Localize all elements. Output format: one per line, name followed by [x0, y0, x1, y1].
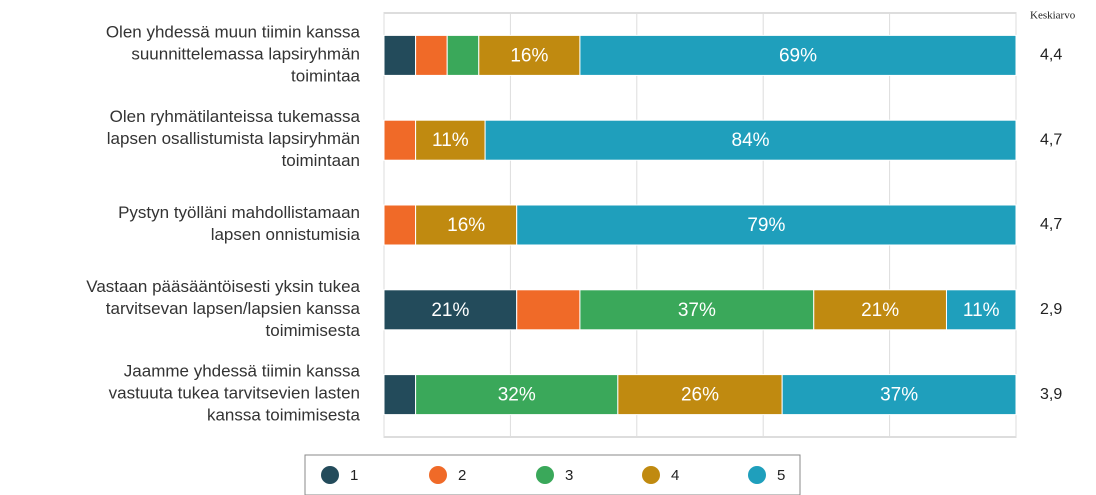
- data-label: 79%: [747, 215, 785, 236]
- mean-value: 4,7: [1040, 216, 1062, 233]
- bar-segment: [383, 204, 417, 246]
- data-label: 16%: [447, 215, 485, 236]
- mean-value: 4,4: [1040, 47, 1062, 64]
- mean-title: Keskiarvo: [1030, 10, 1076, 22]
- bar-segment: [383, 374, 417, 416]
- legend-label: 4: [671, 467, 679, 484]
- bar-segment: [516, 204, 1017, 246]
- bar-segment: [781, 374, 1017, 416]
- bar-segment: [415, 374, 619, 416]
- bar-segment: [579, 34, 1017, 76]
- bar-segment: [415, 204, 518, 246]
- bar-segment: [383, 34, 417, 76]
- data-label: 11%: [963, 300, 1000, 321]
- legend-marker: [642, 466, 660, 484]
- legend-label: 3: [565, 467, 573, 484]
- legend-label: 2: [458, 467, 466, 484]
- category-label: Olen yhdessä muun tiimin kanssa suunnitte…: [106, 23, 361, 86]
- category-label: Jaamme yhdessä tiimin kanssa vastuuta tuk…: [109, 362, 361, 425]
- bar-segment: [579, 289, 815, 331]
- data-label: 21%: [431, 300, 469, 321]
- legend-box: [304, 454, 801, 495]
- data-label: 21%: [861, 300, 899, 321]
- bar-segment: [446, 34, 480, 76]
- category-label: Olen ryhmätilanteissa tukemassa lapsen os…: [107, 108, 361, 171]
- category-label: Pystyn työlläni mahdollistamaan lapsen on…: [118, 203, 360, 244]
- legend-marker: [321, 466, 339, 484]
- mean-value: 2,9: [1040, 301, 1062, 318]
- data-label: 84%: [732, 130, 770, 151]
- data-label: 69%: [779, 45, 817, 66]
- category-label: Vastaan pääsääntöisesti yksin tukea tarvi…: [86, 277, 360, 340]
- data-label: 16%: [510, 45, 548, 66]
- mean-value: 4,7: [1040, 131, 1062, 148]
- data-label: 37%: [880, 385, 918, 406]
- data-label: 37%: [678, 300, 716, 321]
- data-label: 11%: [432, 130, 469, 151]
- bar-segment: [415, 119, 486, 161]
- bar-segment: [478, 34, 581, 76]
- bar-segment: [617, 374, 783, 416]
- bar-segment: [383, 119, 417, 161]
- data-label: 32%: [498, 385, 536, 406]
- bar-segment: [516, 289, 581, 331]
- legend-marker: [748, 466, 766, 484]
- bar-segment: [415, 34, 448, 76]
- bar-segment: [945, 289, 1017, 331]
- mean-value: 3,9: [1040, 386, 1062, 403]
- data-label: 26%: [681, 385, 719, 406]
- legend-label: 5: [777, 467, 785, 484]
- legend-marker: [536, 466, 554, 484]
- legend-marker: [429, 466, 447, 484]
- legend-label: 1: [350, 467, 358, 484]
- bar-segment: [484, 119, 1017, 161]
